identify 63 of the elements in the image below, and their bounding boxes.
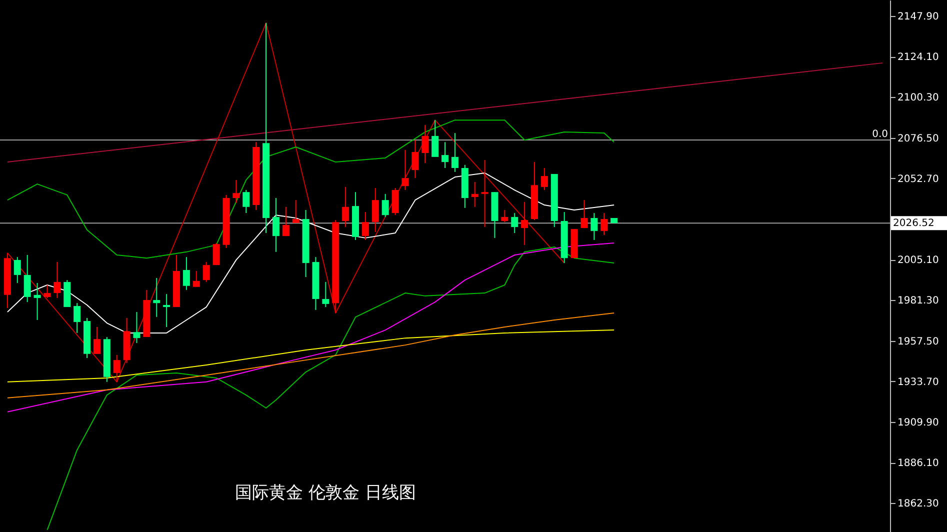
candlestick [133,311,140,344]
y-tick-label: 1909.90 [898,417,939,428]
y-tick-label: 2147.90 [898,12,939,23]
y-tick-label: 1981.30 [898,296,939,307]
y-tick-label: 2124.10 [898,52,939,64]
y-tick-label: 1862.30 [898,498,939,510]
candlestick [392,187,399,216]
candlestick [511,212,518,234]
y-tick-label: 1933.70 [898,376,939,388]
candlestick [432,120,439,158]
candlestick [600,212,608,236]
candlestick [232,179,240,204]
candlestick [372,187,379,232]
candlestick [422,124,429,164]
candlestick [113,354,120,382]
candlestick [382,193,389,218]
line-series [46,246,615,530]
candlestick [54,261,61,298]
candlestick [590,212,598,240]
y-tick-label: 1957.50 [898,336,939,348]
candlestick [212,242,220,266]
line-series [6,312,615,398]
candlestick [402,149,409,191]
candlestick [471,181,478,208]
candlestick [14,256,21,284]
ref-line-label: 2026.52 [893,218,934,230]
candlestick [182,256,190,290]
candlestick [74,302,81,334]
candlestick [272,198,280,252]
candlestick [292,200,300,224]
candlestick [342,186,350,228]
candlestick [362,212,369,240]
candlestick [540,168,548,191]
line-series [6,22,565,382]
candlestick [163,294,170,328]
candlestick [481,159,488,228]
y-tick-label: 2100.30 [898,92,939,104]
candlestick [93,326,100,354]
annotation: 国际黄金 伦敦金 日线图 [235,483,416,503]
annotation: 0.0 [872,129,888,140]
candlestick [24,254,31,303]
candlestick [501,209,508,223]
y-tick-label: 2052.70 [898,174,939,185]
candlestick [192,270,200,288]
candlestick [282,206,290,237]
line-series [6,172,615,334]
candlestick [412,140,419,179]
candlestick [153,278,160,318]
candlestick [242,190,250,214]
y-tick-label: 2005.10 [898,255,939,266]
candlestick [202,261,210,282]
candlestick [451,132,458,172]
candlestick [322,281,330,308]
y-tick-label: 2076.50 [898,133,939,144]
candlestick [442,142,448,169]
candlestick [34,282,41,320]
candlestick [521,201,528,246]
line-series [6,242,615,412]
candlestick [580,200,588,229]
line-series [6,330,615,382]
line-series [6,120,615,259]
candlestick [44,284,51,298]
y-tick-label: 1886.10 [898,458,939,470]
